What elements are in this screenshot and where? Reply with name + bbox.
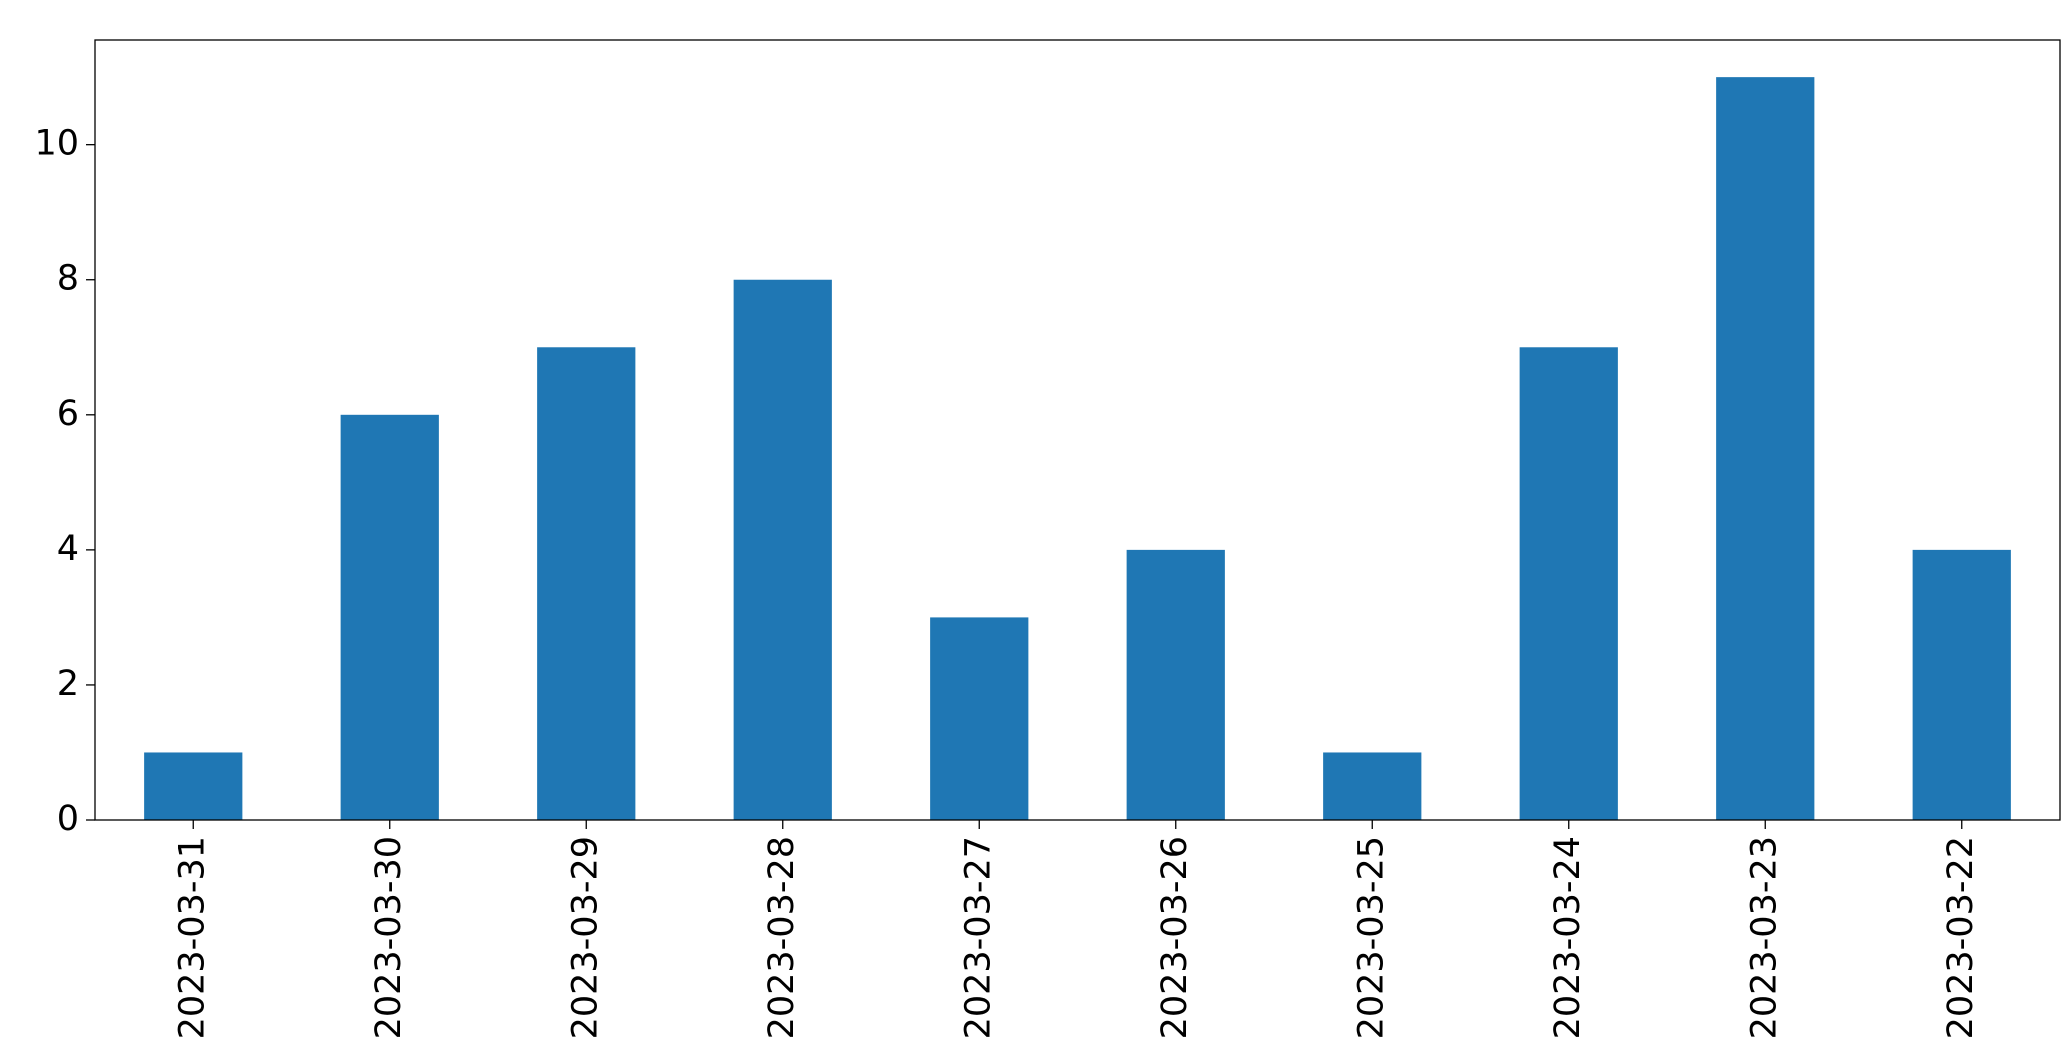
bar	[340, 414, 439, 820]
x-tick-label: 2023-03-27	[958, 836, 998, 1039]
bar	[1716, 77, 1815, 820]
y-tick-label: 10	[34, 124, 79, 164]
x-tick-label: 2023-03-29	[565, 836, 605, 1039]
bar	[1519, 347, 1618, 820]
y-tick-label: 2	[57, 664, 79, 704]
bar	[733, 279, 832, 821]
bar	[537, 347, 636, 820]
x-tick-label: 2023-03-31	[172, 836, 212, 1039]
y-tick-label: 0	[57, 799, 79, 839]
x-tick-label: 2023-03-24	[1548, 836, 1588, 1039]
x-tick-label: 2023-03-30	[369, 836, 409, 1039]
plot-frame	[94, 39, 2061, 821]
bar	[1323, 752, 1422, 820]
bar	[930, 617, 1029, 820]
y-tick-label: 4	[57, 529, 79, 569]
x-tick-label: 2023-03-28	[762, 836, 802, 1039]
x-tick-label: 2023-03-22	[1941, 836, 1981, 1039]
y-tick-label: 8	[57, 259, 79, 299]
x-tick-label: 2023-03-25	[1351, 836, 1391, 1039]
x-tick-label: 2023-03-23	[1744, 836, 1784, 1039]
bar	[144, 752, 243, 820]
bar	[1126, 549, 1225, 820]
bar	[1912, 549, 2011, 820]
x-tick-label: 2023-03-26	[1155, 836, 1195, 1039]
y-tick-label: 6	[57, 394, 79, 434]
